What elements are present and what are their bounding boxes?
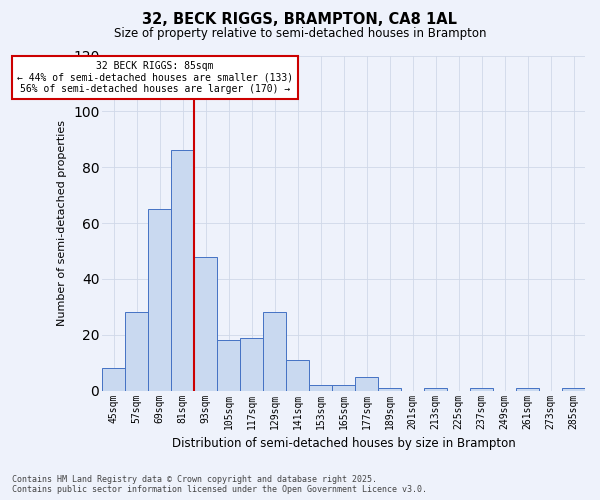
Bar <box>332 385 355 390</box>
Bar <box>171 150 194 390</box>
Bar <box>424 388 447 390</box>
Text: 32, BECK RIGGS, BRAMPTON, CA8 1AL: 32, BECK RIGGS, BRAMPTON, CA8 1AL <box>143 12 458 28</box>
Bar <box>102 368 125 390</box>
Bar <box>378 388 401 390</box>
Bar <box>562 388 585 390</box>
Text: 32 BECK RIGGS: 85sqm
← 44% of semi-detached houses are smaller (133)
56% of semi: 32 BECK RIGGS: 85sqm ← 44% of semi-detac… <box>17 61 293 94</box>
Bar <box>516 388 539 390</box>
Bar <box>309 385 332 390</box>
Bar <box>286 360 309 390</box>
Text: Contains HM Land Registry data © Crown copyright and database right 2025.
Contai: Contains HM Land Registry data © Crown c… <box>12 474 427 494</box>
Bar <box>263 312 286 390</box>
Bar <box>240 338 263 390</box>
X-axis label: Distribution of semi-detached houses by size in Brampton: Distribution of semi-detached houses by … <box>172 437 515 450</box>
Bar <box>194 256 217 390</box>
Bar <box>470 388 493 390</box>
Y-axis label: Number of semi-detached properties: Number of semi-detached properties <box>58 120 67 326</box>
Bar <box>125 312 148 390</box>
Bar <box>355 376 378 390</box>
Bar <box>148 209 171 390</box>
Bar <box>217 340 240 390</box>
Text: Size of property relative to semi-detached houses in Brampton: Size of property relative to semi-detach… <box>114 28 486 40</box>
